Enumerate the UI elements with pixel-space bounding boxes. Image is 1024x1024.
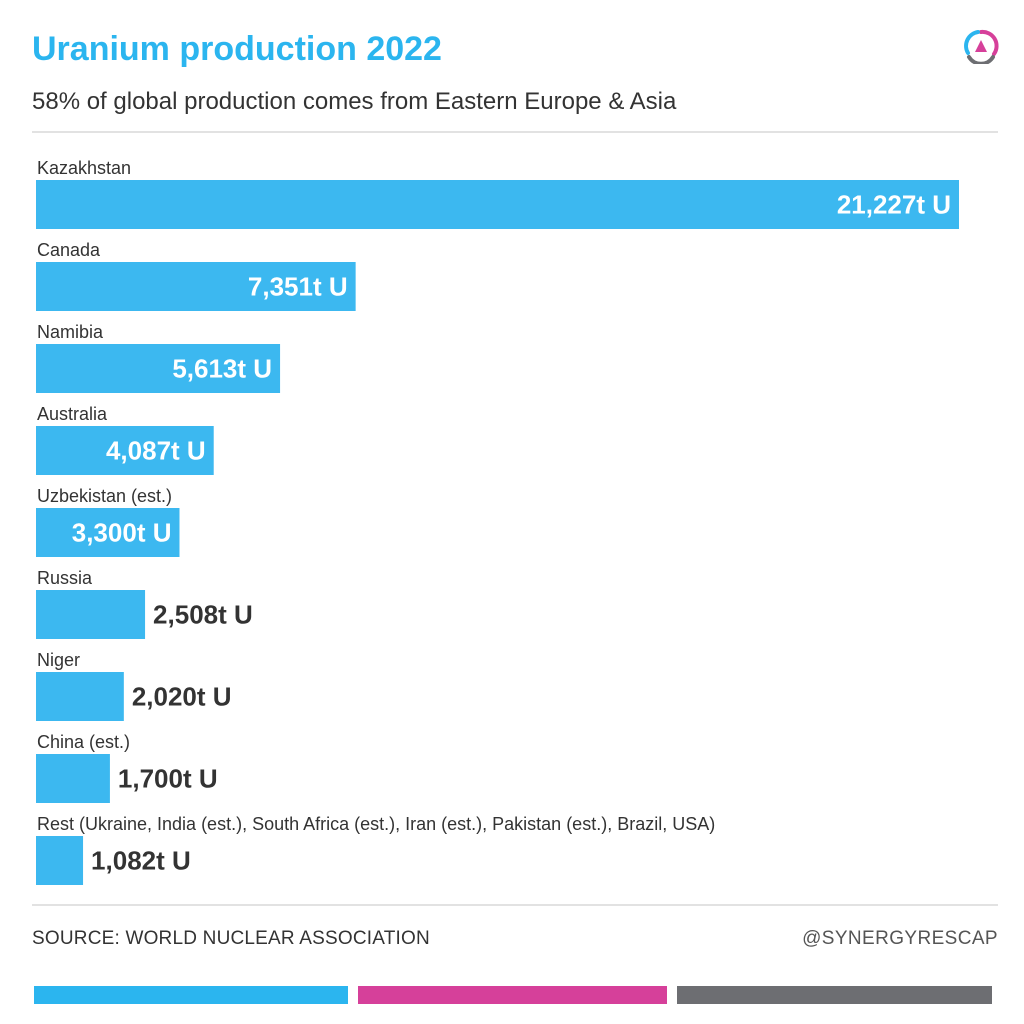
- page-title: Uranium production 2022: [32, 30, 442, 68]
- value-label: 2,020t U: [132, 682, 232, 712]
- bar: [36, 508, 180, 557]
- category-label: Namibia: [37, 322, 104, 342]
- value-label: 4,087t U: [106, 436, 206, 466]
- page-subtitle: 58% of global production comes from East…: [32, 88, 677, 115]
- source-note: SOURCE: WORLD NUCLEAR ASSOCIATION: [32, 928, 430, 949]
- bar: [36, 426, 214, 475]
- category-label: Kazakhstan: [37, 158, 131, 178]
- bar: [36, 672, 124, 721]
- value-label: 5,613t U: [172, 354, 272, 384]
- category-label: Niger: [37, 650, 80, 670]
- category-label: Russia: [37, 568, 93, 588]
- value-label: 7,351t U: [248, 272, 348, 302]
- value-label: 3,300t U: [72, 518, 172, 548]
- category-label: Uzbekistan (est.): [37, 486, 172, 506]
- value-label: 2,508t U: [153, 600, 253, 630]
- value-label: 1,082t U: [91, 846, 191, 876]
- bar: [36, 754, 110, 803]
- footer-divider: [32, 904, 998, 906]
- bar: [36, 180, 959, 229]
- value-label: 21,227t U: [837, 190, 951, 220]
- category-label: China (est.): [37, 732, 130, 752]
- brand-strip-blue: [34, 986, 348, 1004]
- category-label: Canada: [37, 240, 101, 260]
- value-label: 1,700t U: [118, 764, 218, 794]
- category-label: Rest (Ukraine, India (est.), South Afric…: [37, 814, 715, 834]
- bar: [36, 344, 281, 393]
- bar: [36, 262, 356, 311]
- brand-strip-pink: [358, 986, 667, 1004]
- tri-arc-logo-icon: [964, 29, 999, 64]
- credit-handle: @SYNERGYRESCAP: [802, 928, 998, 949]
- category-label: Australia: [37, 404, 108, 424]
- bar: [36, 590, 146, 639]
- bar: [36, 836, 84, 885]
- brand-strip-gray: [677, 986, 992, 1004]
- header-divider: [32, 131, 998, 133]
